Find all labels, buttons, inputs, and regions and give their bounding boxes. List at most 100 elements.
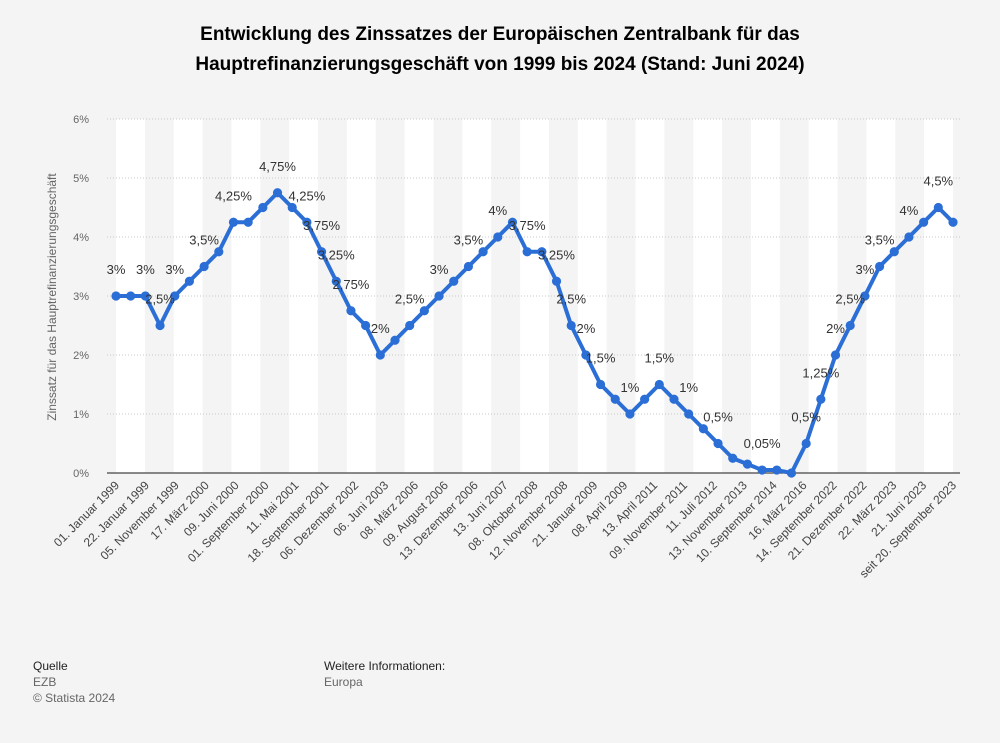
data-point [742,459,753,469]
data-point [361,320,371,331]
data-point [184,276,195,286]
data-label: 1,25% [802,365,839,380]
data-point [581,350,591,360]
data-point [889,247,899,257]
data-point [287,202,297,213]
data-label: 4,25% [288,188,325,203]
chart-title: Entwicklung des Zinssatzes der Europäisc… [0,20,1000,80]
data-label: 3% [165,262,184,277]
data-point [610,394,620,404]
data-point [640,394,650,404]
source-label: Quelle [33,659,68,673]
data-point [155,320,165,331]
data-point [816,394,826,404]
data-label: 2,5% [556,292,586,307]
data-label: 1,5% [586,351,616,366]
source-value: EZB [33,675,57,689]
data-point [258,202,268,213]
data-label: 0,5% [703,410,733,425]
data-point [595,379,606,390]
data-label: 2% [576,321,595,336]
data-point [684,409,694,419]
data-label: 2,5% [835,292,865,307]
chart-title-line-2: Hauptrefinanzierungsgeschäft von 1999 bi… [195,54,805,75]
y-tick-label: 4% [73,232,89,244]
data-point [375,350,385,360]
data-point [478,247,488,257]
data-label: 3,5% [865,233,895,248]
data-point [272,188,283,198]
footer-info: Weitere Informationen: Europa [324,658,445,690]
data-label: 2% [371,321,390,336]
y-axis-label: Zinssatz für das Hauptrefinanzierungsges… [45,173,59,421]
data-point [126,291,136,301]
column-band [346,119,376,473]
data-point [801,438,811,449]
info-value: Europa [324,675,363,689]
data-label: 0,05% [744,436,781,451]
data-point [713,438,723,449]
copyright: © Statista 2024 [33,691,116,705]
data-label: 2,75% [333,277,370,292]
data-point [522,247,532,257]
data-label: 4% [900,203,919,218]
data-label: 3% [430,262,449,277]
data-label: 3% [107,262,126,277]
data-point [698,424,708,434]
y-tick-label: 1% [73,409,89,421]
data-label: 3,5% [189,233,219,248]
data-label: 3,5% [454,233,484,248]
series-line [114,190,955,475]
data-label: 3,75% [509,218,546,233]
data-label: 3,25% [538,247,575,262]
data-label: 0,5% [791,410,821,425]
column-band [577,119,607,473]
data-point [654,379,664,390]
data-point [214,247,224,257]
data-label: 2,5% [145,292,175,307]
data-label: 4% [488,203,507,218]
data-point [405,320,415,331]
data-point [728,453,738,463]
info-label: Weitere Informationen: [324,659,446,673]
data-point [904,232,914,242]
data-point [463,261,474,272]
data-point [140,291,150,301]
data-point [199,261,209,272]
data-point [566,320,576,331]
data-point [228,217,239,227]
data-point [919,217,929,227]
data-point [551,276,562,286]
data-label: 4,25% [215,188,252,203]
data-point [493,232,503,242]
data-label: 2% [826,321,845,336]
series-line-path [114,190,955,475]
data-point [786,468,797,478]
y-axis-ticks: 0% 1% 2% 3% 4% 5% 6% [73,114,89,480]
data-label: 1% [621,380,640,395]
data-point [302,217,312,227]
data-point [874,261,885,272]
data-point [669,394,679,404]
footer-source: Quelle EZB © Statista 2024 [33,658,115,706]
data-point [170,291,180,301]
column-band [635,119,665,473]
data-point [434,291,444,301]
data-label: 3% [136,262,155,277]
data-label: 1,5% [644,351,674,366]
y-tick-label: 5% [73,173,89,185]
data-point [346,306,356,316]
data-point [625,409,635,419]
data-point [390,335,400,345]
y-tick-label: 3% [73,291,89,303]
data-label: 4,75% [259,159,296,174]
y-tick-label: 0% [73,468,89,480]
data-point [316,247,327,257]
data-label: 4,5% [923,174,953,189]
data-point [331,276,341,286]
data-label: 1% [679,380,698,395]
data-points [111,188,958,478]
value-labels: 3% 3% 2,5% 3% 3,5% 4,25% 4,75% 4,25% 3,75% 3,25% 2… [107,159,954,451]
data-point [537,247,547,257]
